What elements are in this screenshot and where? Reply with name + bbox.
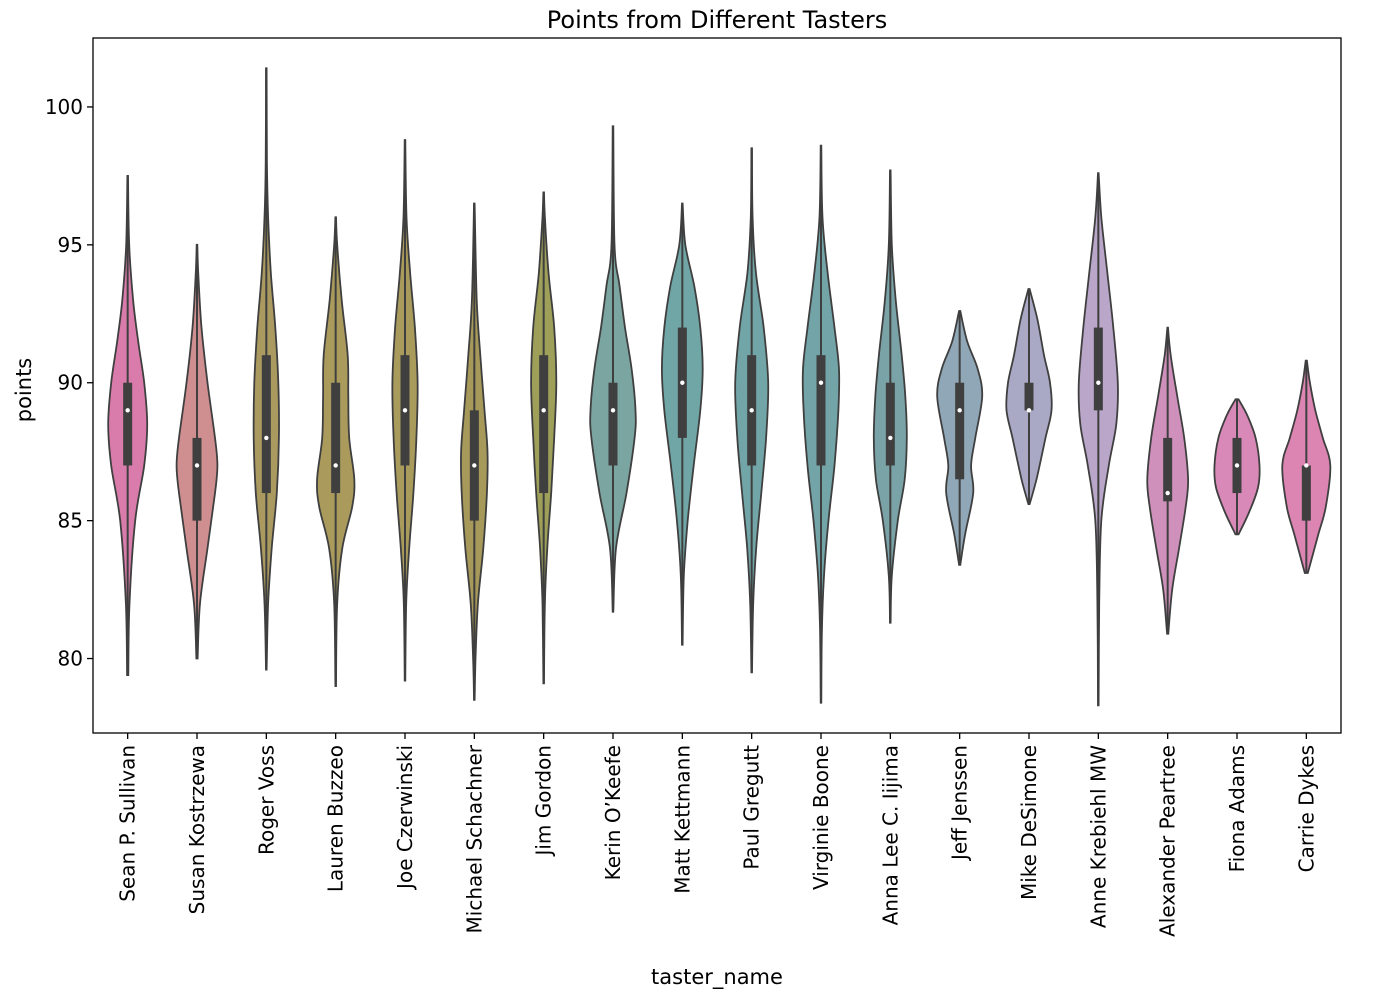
- violin-iqr-box: [885, 382, 895, 466]
- x-tick-label: Joe Czerwinski: [393, 745, 417, 891]
- violin-iqr-box: [1163, 437, 1173, 502]
- y-tick-label: 80: [58, 647, 83, 671]
- violin-median-point: [957, 408, 962, 413]
- y-tick-label: 90: [58, 371, 83, 395]
- violin-iqr-box: [1093, 327, 1103, 411]
- violin-iqr-box: [123, 382, 133, 466]
- violin-median-point: [402, 408, 408, 413]
- violin-median-point: [1304, 463, 1309, 468]
- violin-iqr-box: [955, 382, 965, 480]
- violin-iqr-box: [608, 382, 618, 466]
- x-axis: Sean P. Sullivan Susan Kostrzewa Roger Vos…: [116, 733, 1318, 937]
- violin-median-point: [125, 408, 130, 413]
- violin-median-point: [194, 463, 200, 468]
- violin-iqr-box: [816, 355, 826, 466]
- x-tick-label: Michael Schachner: [462, 744, 486, 933]
- x-tick-label: Virginie Boone: [809, 745, 833, 890]
- x-tick-label: Fiona Adams: [1225, 745, 1249, 872]
- x-tick-label: Jim Gordon: [532, 745, 556, 858]
- violin-median-point: [1234, 463, 1240, 468]
- x-tick-label: Paul Gregutt: [740, 745, 764, 870]
- violin-iqr-box: [1024, 382, 1034, 411]
- x-tick-label: Jeff Jenssen: [948, 745, 972, 862]
- violin-group: [107, 67, 1332, 707]
- y-axis: 80 85 90 95 100: [45, 95, 93, 671]
- x-tick-label: Anna Lee C. Iijima: [878, 745, 902, 925]
- x-tick-label: Alexander Peartree: [1156, 745, 1180, 937]
- violin-iqr-box: [539, 355, 549, 494]
- x-tick-label: Lauren Buzzeo: [324, 745, 348, 892]
- violin-median-point: [1165, 490, 1170, 496]
- violin-iqr-box: [331, 382, 341, 494]
- violin-median-point: [680, 380, 685, 385]
- x-axis-label: taster_name: [651, 965, 783, 990]
- violin-iqr-box: [261, 355, 271, 494]
- violin-median-point: [472, 463, 477, 468]
- violin-median-point: [610, 408, 616, 413]
- x-tick-label: Anne Krebiehl MW: [1086, 745, 1110, 928]
- violin-median-point: [749, 408, 754, 413]
- violin-median-point: [541, 408, 546, 413]
- violin-median-point: [264, 435, 269, 441]
- x-tick-label: Kerin O’Keefe: [601, 745, 625, 880]
- plot-frame: [92, 37, 1342, 734]
- violin-iqr-box: [192, 437, 202, 521]
- y-tick-label: 100: [45, 95, 83, 119]
- violin-median-point: [818, 380, 824, 385]
- violin-median-point: [888, 435, 893, 441]
- x-tick-label: Carrie Dykes: [1294, 745, 1318, 872]
- violin-median-point: [1026, 408, 1032, 413]
- x-tick-label: Sean P. Sullivan: [116, 745, 140, 902]
- x-tick-label: Roger Voss: [254, 745, 278, 855]
- violin-median-point: [1096, 380, 1101, 385]
- y-tick-label: 85: [58, 509, 83, 533]
- violin-median-point: [333, 463, 338, 468]
- y-tick-label: 95: [58, 233, 83, 257]
- chart-title: Points from Different Tasters: [547, 6, 887, 34]
- y-axis-label: points: [12, 358, 36, 423]
- x-tick-label: Mike DeSimone: [1017, 745, 1041, 900]
- x-tick-label: Susan Kostrzewa: [185, 745, 209, 914]
- violin-iqr-box: [1301, 465, 1311, 521]
- x-tick-label: Matt Kettmann: [670, 745, 694, 894]
